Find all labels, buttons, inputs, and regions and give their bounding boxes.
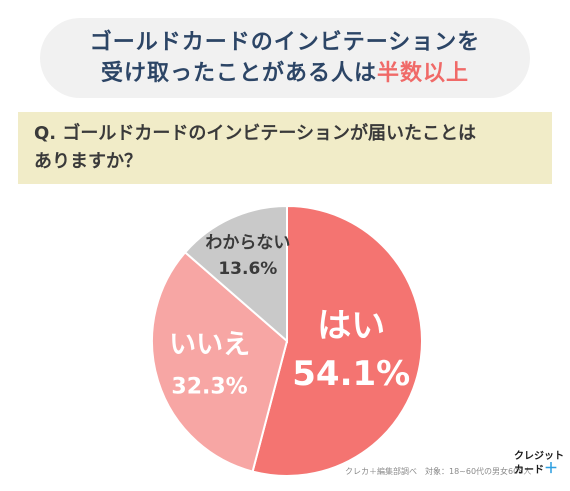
brand-logo: クレジット カード＋: [514, 451, 564, 477]
slice-value-no: 32.3%: [171, 375, 247, 400]
headline-line-2-prefix: 受け取ったことがある人は: [100, 61, 377, 86]
question-line-2: ありますか？: [34, 151, 142, 172]
logo-line-1: クレジット: [514, 451, 564, 462]
logo-line-2-text: カード: [514, 465, 544, 476]
question-box: Q. ゴールドカードのインビテーションが届いたことは ありますか？: [18, 112, 552, 184]
plus-icon: ＋: [544, 461, 558, 477]
slice-label-yes: はい: [317, 306, 385, 346]
headline-accent: 半数以上: [377, 61, 470, 86]
source-note: クレカ＋編集部調べ 対象：18~60代の男女608人: [345, 467, 532, 476]
headline-line-1: ゴールドカードのインビテーションを: [89, 30, 481, 55]
slice-value-unknown: 13.6%: [218, 259, 277, 279]
headline-banner: ゴールドカードのインビテーションを 受け取ったことがある人は半数以上: [40, 18, 530, 98]
slice-label-unknown: わからない: [205, 233, 290, 253]
slice-label-no: いいえ: [169, 329, 250, 360]
pie-slice-no: [151, 250, 289, 473]
headline-line-2: 受け取ったことがある人は半数以上: [101, 58, 469, 89]
pie-slice-unknown: [183, 204, 288, 344]
pie-slice-yes: [251, 204, 423, 477]
logo-line-2: カード＋: [514, 461, 564, 477]
slice-value-yes: 54.1%: [292, 354, 410, 394]
question-line-1: Q. ゴールドカードのインビテーションが届いたことは: [34, 123, 477, 144]
